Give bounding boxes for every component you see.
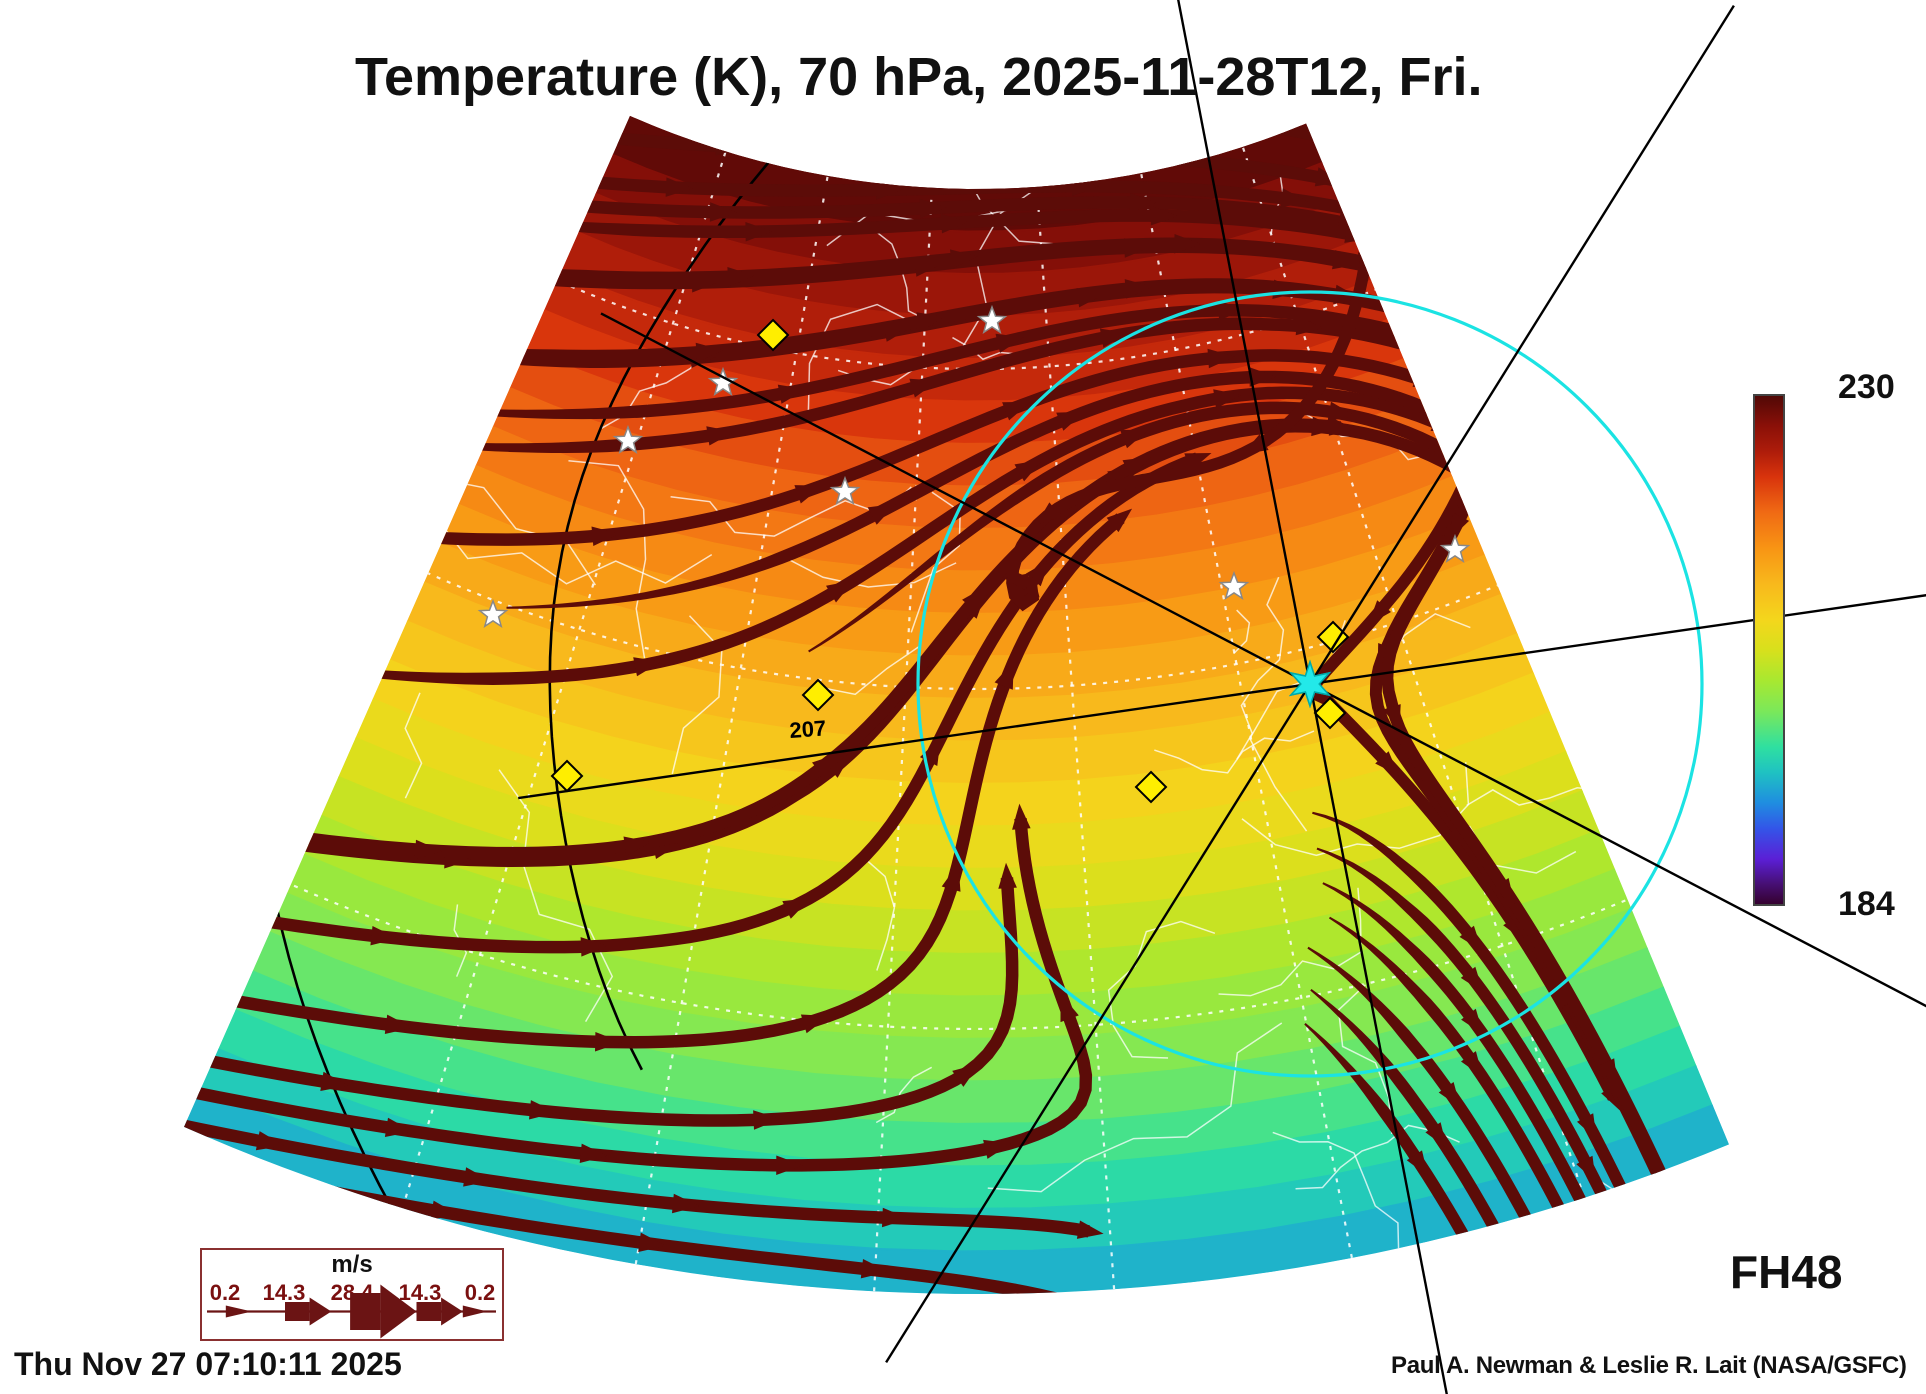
svg-text:0.2: 0.2 bbox=[210, 1280, 241, 1305]
svg-text:m/s: m/s bbox=[331, 1251, 372, 1278]
svg-text:0.2: 0.2 bbox=[465, 1280, 496, 1305]
svg-text:207: 207 bbox=[789, 715, 827, 743]
svg-text:200: 200 bbox=[1556, 607, 1591, 647]
svg-text:14.3: 14.3 bbox=[399, 1280, 442, 1305]
svg-text:14.3: 14.3 bbox=[263, 1280, 306, 1305]
